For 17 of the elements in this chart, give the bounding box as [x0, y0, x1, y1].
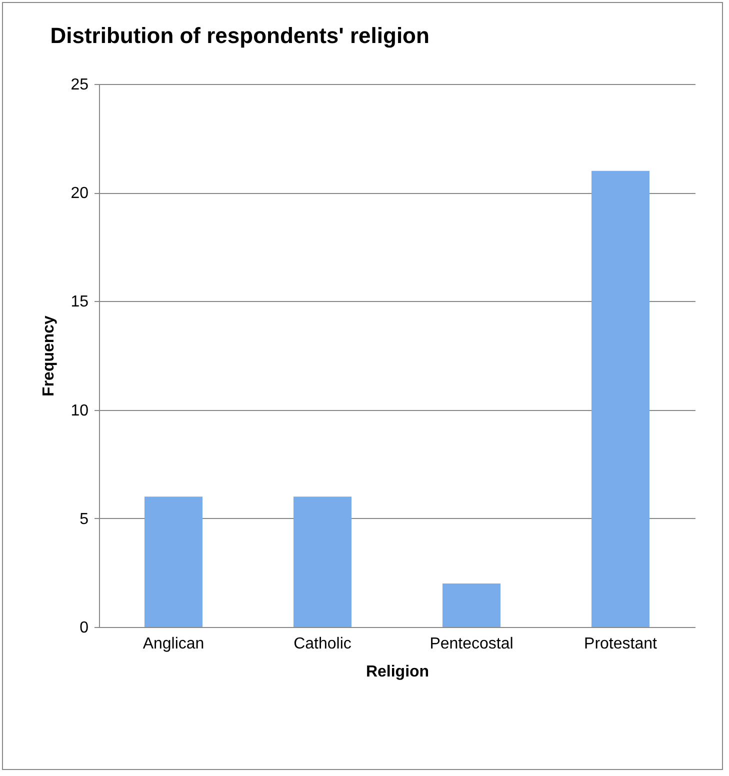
- y-tick-label: 25: [70, 76, 89, 94]
- x-tick-label: Anglican: [142, 636, 204, 652]
- bar: [442, 584, 500, 627]
- x-axis-title: Religion: [366, 664, 430, 680]
- y-axis-title: Frequency: [40, 315, 58, 396]
- chart-title: Distribution of respondents' religion: [50, 23, 430, 48]
- bar: [144, 496, 202, 627]
- y-tick-label: 5: [80, 510, 89, 528]
- bar: [294, 496, 352, 627]
- x-tick-label: Pentecostal: [430, 636, 514, 652]
- y-tick-label: 15: [70, 294, 89, 311]
- y-tick-label: 0: [80, 620, 89, 636]
- bar: [592, 170, 650, 627]
- y-tick-label: 20: [70, 185, 89, 202]
- x-tick-label: Catholic: [294, 636, 352, 652]
- x-tick-label: Protestant: [584, 636, 658, 652]
- y-tick-label: 10: [70, 402, 89, 420]
